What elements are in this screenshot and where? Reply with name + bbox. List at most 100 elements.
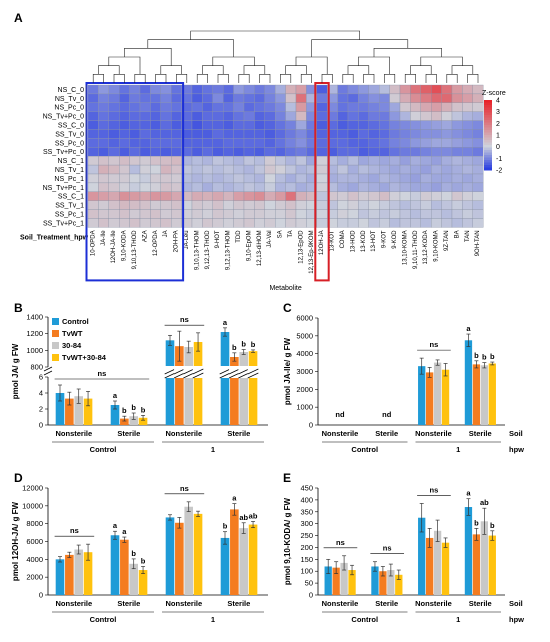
heatmap-cell <box>98 102 109 112</box>
legend-color-step <box>484 145 492 148</box>
heatmap-cell <box>358 138 369 148</box>
heatmap-cell <box>368 173 380 184</box>
heatmap-cell <box>254 111 265 121</box>
heatmap-cell <box>264 93 276 103</box>
y-tick-label: 2000 <box>26 573 43 582</box>
heatmap-cell <box>410 129 421 139</box>
heatmap-cell <box>212 218 224 228</box>
bar <box>120 418 129 425</box>
heatmap-cell <box>212 182 224 192</box>
heatmap-cell <box>472 191 484 201</box>
heatmap-cell <box>87 111 99 121</box>
heatmap-cell <box>337 173 349 184</box>
heatmap-cell <box>389 138 401 148</box>
bar <box>332 567 340 595</box>
heatmap-cell <box>285 84 297 95</box>
heatmap-cell <box>98 93 109 103</box>
heatmap-cell <box>98 111 109 121</box>
heatmap-cell <box>441 191 453 201</box>
heatmap-cell <box>254 164 265 175</box>
heatmap-column-label: JA-Leu <box>184 230 190 249</box>
heatmap-cell <box>358 129 369 139</box>
heatmap-cell <box>420 164 432 175</box>
heatmap-cell <box>264 173 276 184</box>
heatmap-cell <box>472 156 484 166</box>
heatmap-cell <box>410 218 421 228</box>
heatmap-cell <box>160 93 172 103</box>
heatmap-cell <box>243 182 255 192</box>
heatmap-cell <box>139 120 151 130</box>
heatmap-cell <box>316 120 328 130</box>
bar <box>425 372 434 425</box>
heatmap-cell <box>358 191 369 201</box>
heatmap-cell <box>98 200 109 210</box>
heatmap-cell <box>441 93 453 103</box>
heatmap-cell <box>139 156 151 166</box>
bar <box>55 393 65 425</box>
heatmap-cell <box>462 156 473 166</box>
not-detected-label: nd <box>382 410 392 419</box>
heatmap-cell <box>472 129 484 139</box>
heatmap-cell <box>316 164 328 175</box>
bar <box>230 357 239 425</box>
heatmap-cell <box>233 209 245 219</box>
y-tick-label: 5000 <box>296 331 313 340</box>
heatmap-cell <box>223 173 234 184</box>
bar <box>324 566 332 595</box>
soil-group-label: Nonsterile <box>56 599 93 608</box>
heatmap-cell <box>139 111 151 121</box>
heatmap-cell <box>108 138 120 148</box>
heatmap-cell <box>254 84 265 95</box>
heatmap-row-label: NS_Tv_1 <box>55 167 84 174</box>
soil-group-label: Sterile <box>117 599 140 608</box>
heatmap-cell <box>119 164 130 175</box>
bar-break-mark <box>192 372 204 379</box>
bar <box>248 351 258 425</box>
legend-color-step <box>484 115 492 118</box>
significance-letter: b <box>122 406 127 415</box>
legend-color-step <box>484 120 492 123</box>
bar <box>184 347 194 425</box>
heatmap-cell <box>191 129 203 139</box>
legend-tick-label: 3 <box>496 109 500 116</box>
heatmap-cell <box>337 191 349 201</box>
heatmap-cell <box>358 84 369 95</box>
heatmap-cell <box>223 191 234 201</box>
heatmap-cell <box>285 209 297 219</box>
heatmap-cell <box>347 200 359 210</box>
heatmap-cell <box>98 191 109 201</box>
heatmap-cell <box>119 191 130 201</box>
soil-group-label: Nonsterile <box>56 429 93 438</box>
bar <box>488 535 496 595</box>
heatmap-cell <box>410 156 421 166</box>
heatmap-cell <box>119 156 130 166</box>
heatmap-column-label: 13-KOT <box>330 230 336 251</box>
heatmap-cell <box>441 200 453 210</box>
heatmap-cell <box>285 129 297 139</box>
heatmap-cell <box>295 173 307 184</box>
heatmap-cell <box>285 173 297 184</box>
heatmap-cell <box>347 138 359 148</box>
dendrogram-branch <box>202 65 224 75</box>
heatmap-column-label: 9,10-KODA <box>122 230 128 261</box>
hpw-group-label: Control <box>90 615 117 624</box>
bar-break-gap <box>229 366 240 378</box>
heatmap-cell <box>119 218 130 228</box>
heatmap-cell <box>379 218 390 228</box>
legend-color-step <box>484 102 492 106</box>
significance-letter: b <box>490 521 495 530</box>
heatmap-cell <box>472 120 484 130</box>
heatmap-cell <box>379 191 390 201</box>
heatmap-cell <box>295 200 307 210</box>
heatmap-cell <box>171 209 182 219</box>
legend-color-step <box>484 107 492 111</box>
heatmap-cell <box>295 120 307 130</box>
heatmap-cell <box>379 120 390 130</box>
heatmap-cell <box>399 182 411 192</box>
heatmap-cell <box>139 84 151 95</box>
heatmap-cell <box>462 209 473 219</box>
heatmap-cell <box>171 164 182 175</box>
heatmap-cell <box>119 209 130 219</box>
heatmap-cell <box>368 129 380 139</box>
